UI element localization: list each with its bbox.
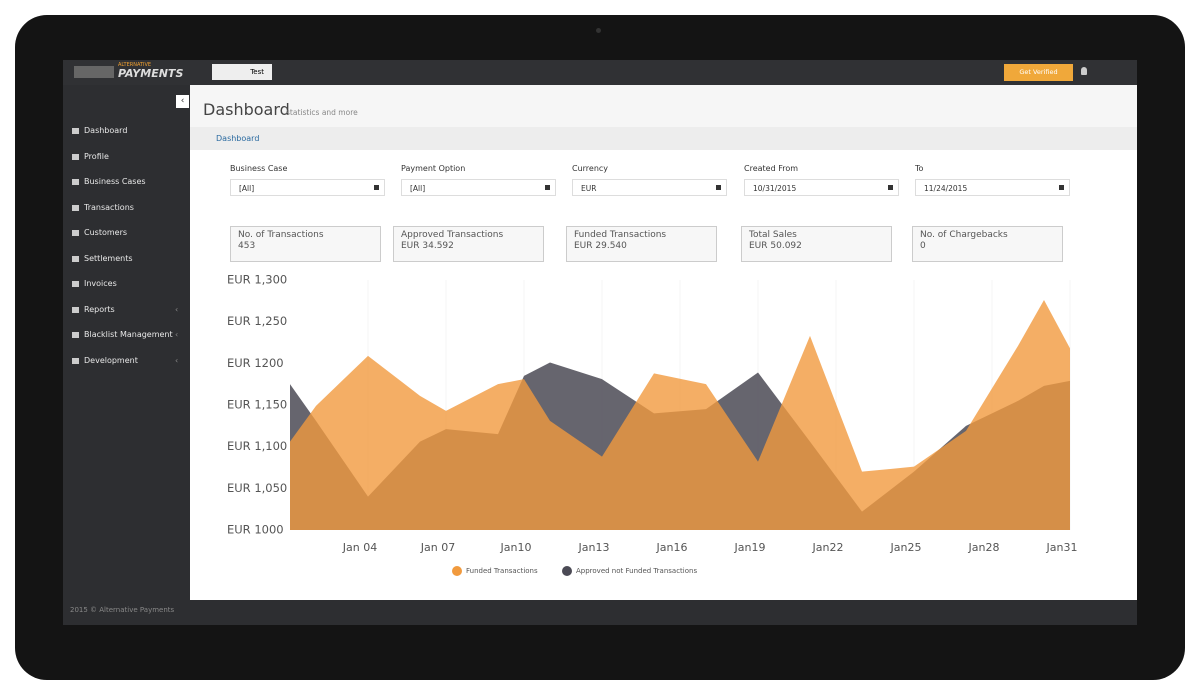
menu-item[interactable]: Reports bbox=[84, 304, 115, 314]
stat-box: No. of Chargebacks 0 bbox=[912, 226, 1063, 262]
submenu-chevron: ‹ bbox=[175, 355, 179, 365]
menu-icon bbox=[72, 255, 79, 262]
filter-icon bbox=[374, 185, 379, 190]
legend-label: Approved not Funded Transactions bbox=[576, 567, 697, 575]
x-tick-label: Jan31 bbox=[1046, 541, 1078, 554]
y-tick-label: EUR 1,150 bbox=[227, 398, 287, 412]
y-tick-label: EUR 1200 bbox=[227, 356, 284, 370]
filter-select[interactable]: [All] bbox=[401, 179, 556, 196]
x-tick-label: Jan16 bbox=[656, 541, 688, 554]
page-subtitle: statistics and more bbox=[286, 108, 358, 117]
filter-icon bbox=[545, 185, 550, 190]
filter-icon bbox=[1059, 185, 1064, 190]
stat-label: Funded Transactions bbox=[574, 230, 667, 240]
y-tick-label: EUR 1,100 bbox=[227, 439, 287, 453]
page-title: Dashboard bbox=[203, 100, 290, 119]
y-tick-label: EUR 1,050 bbox=[227, 481, 287, 495]
filter-select[interactable]: [All] bbox=[230, 179, 385, 196]
filter-label: To bbox=[915, 164, 924, 173]
legend-label: Funded Transactions bbox=[466, 567, 538, 575]
y-tick-label: EUR 1,250 bbox=[227, 314, 287, 328]
menu-item[interactable]: Dashboard bbox=[84, 126, 128, 135]
menu-item[interactable]: Profile bbox=[84, 151, 109, 161]
y-tick-label: EUR 1,300 bbox=[227, 273, 287, 287]
menu-item[interactable]: Invoices bbox=[84, 279, 117, 288]
stat-label: No. of Chargebacks bbox=[920, 230, 1008, 240]
menu-item[interactable]: Settlements bbox=[84, 253, 133, 263]
x-tick-label: Jan19 bbox=[734, 541, 766, 554]
page-header bbox=[190, 85, 1137, 127]
breadcrumb-bar bbox=[190, 127, 1137, 150]
x-tick-label: Jan 07 bbox=[420, 541, 455, 554]
filter-select[interactable]: 11/24/2015 bbox=[915, 179, 1070, 196]
x-tick-label: Jan13 bbox=[578, 541, 610, 554]
breadcrumb[interactable]: Dashboard bbox=[216, 134, 260, 143]
camera bbox=[596, 28, 601, 33]
y-tick-label: EUR 1000 bbox=[227, 523, 284, 537]
stat-label: Approved Transactions bbox=[401, 230, 504, 240]
filter-icon bbox=[716, 185, 721, 190]
stat-value: 453 bbox=[238, 241, 256, 251]
verify-button[interactable]: Get Verified bbox=[1004, 64, 1073, 81]
menu-item[interactable]: Blacklist Management bbox=[84, 330, 173, 339]
filter-label: Payment Option bbox=[401, 164, 466, 173]
menu-icon bbox=[72, 332, 79, 338]
submenu-chevron: ‹ bbox=[175, 304, 179, 314]
stat-value: 0 bbox=[920, 241, 926, 251]
menu-icon bbox=[72, 204, 79, 211]
menu-icon bbox=[72, 179, 79, 185]
stat-value: EUR 50.092 bbox=[749, 241, 802, 251]
logo-mark bbox=[74, 66, 114, 78]
menu-item[interactable]: Transactions bbox=[84, 202, 134, 212]
stat-box: Total Sales EUR 50.092 bbox=[741, 226, 892, 262]
filter-label: Currency bbox=[572, 164, 609, 173]
search-input[interactable]: Test bbox=[212, 64, 272, 80]
filter-icon bbox=[888, 185, 893, 190]
menu-icon bbox=[72, 281, 79, 287]
filter-label: Business Case bbox=[230, 164, 288, 173]
stat-value: EUR 29.540 bbox=[574, 241, 627, 251]
stat-box: Approved Transactions EUR 34.592 bbox=[393, 226, 544, 262]
filter-label: Created From bbox=[744, 164, 799, 173]
stat-value: EUR 34.592 bbox=[401, 241, 454, 251]
legend-swatch bbox=[452, 566, 462, 576]
filter-select[interactable]: 10/31/2015 bbox=[744, 179, 899, 196]
x-tick-label: Jan25 bbox=[890, 541, 922, 554]
stat-box: Funded Transactions EUR 29.540 bbox=[566, 226, 717, 262]
menu-item[interactable]: Customers bbox=[84, 228, 128, 237]
submenu-chevron: ‹ bbox=[175, 330, 179, 339]
stat-label: Total Sales bbox=[749, 230, 797, 240]
footer: 2015 © Alternative Payments bbox=[70, 606, 175, 614]
logo-small: ALTERNATIVE bbox=[118, 62, 152, 68]
menu-item[interactable]: Business Cases bbox=[84, 177, 146, 186]
menu-icon bbox=[72, 128, 79, 134]
menu-icon bbox=[72, 153, 79, 160]
x-tick-label: Jan22 bbox=[812, 541, 844, 554]
menu-icon bbox=[72, 357, 79, 364]
area bbox=[290, 300, 1070, 530]
filter-select[interactable]: EUR bbox=[572, 179, 727, 196]
x-tick-label: Jan28 bbox=[968, 541, 1000, 554]
menu-icon bbox=[72, 230, 79, 236]
x-tick-label: Jan10 bbox=[500, 541, 532, 554]
stat-label: No. of Transactions bbox=[238, 230, 324, 240]
stat-box: No. of Transactions 453 bbox=[230, 226, 381, 262]
x-tick-label: Jan 04 bbox=[342, 541, 377, 554]
logo: PAYMENTS bbox=[118, 67, 184, 80]
user-icon[interactable] bbox=[1081, 67, 1087, 75]
menu-item[interactable]: Development bbox=[84, 355, 138, 365]
legend-swatch bbox=[562, 566, 572, 576]
menu-icon bbox=[72, 306, 79, 313]
collapse-button[interactable]: ‹ bbox=[176, 95, 189, 108]
